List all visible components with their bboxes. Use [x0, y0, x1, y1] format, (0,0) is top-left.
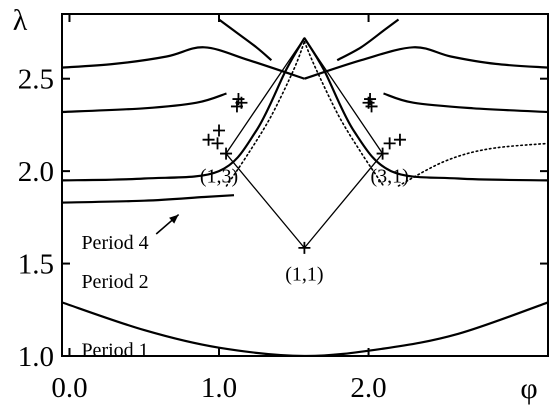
orbit-label-1: (1,3)	[200, 166, 238, 188]
orbit-line-0	[225, 153, 384, 249]
x-tick-label-1: 1.0	[201, 372, 237, 404]
curve-4	[62, 92, 227, 114]
curve-6	[62, 46, 305, 80]
annotation-arrow-head	[169, 214, 179, 224]
plus-marker-2	[376, 147, 389, 160]
y-tick-label-2: 2.0	[18, 156, 54, 188]
orbit-label-2: (3,1)	[370, 166, 408, 188]
orbit-line-1	[225, 36, 384, 154]
bifurcation-markers-layer	[202, 93, 406, 254]
period-label-2: Period 4	[81, 232, 148, 254]
curve-8	[225, 40, 306, 187]
period-label-1: Period 2	[81, 271, 148, 293]
x-tick-label-2: 2.0	[350, 372, 386, 404]
plus-marker-8	[232, 93, 245, 106]
plus-marker-13	[364, 93, 377, 106]
plus-marker-3	[202, 133, 215, 146]
curve-5	[383, 92, 548, 114]
curve-3	[303, 37, 548, 182]
x-tick-label-0: 0.0	[51, 372, 87, 404]
plot-frame	[61, 13, 549, 357]
period-label-0: Period 1	[81, 339, 148, 361]
curve-9	[303, 40, 385, 187]
curve-2	[62, 37, 306, 182]
curve-12	[336, 18, 400, 62]
x-axis-label: φ	[520, 372, 537, 405]
curve-11	[218, 18, 273, 62]
curves-layer	[62, 18, 548, 356]
y-tick-label-0: 1.0	[18, 341, 54, 373]
plus-marker-0	[298, 241, 311, 254]
plus-marker-10	[393, 133, 406, 146]
plus-marker-9	[383, 137, 396, 150]
y-axis-label: λ	[13, 4, 28, 37]
curve-1	[62, 194, 235, 204]
plus-marker-4	[211, 137, 224, 150]
plus-marker-5	[213, 124, 226, 137]
y-tick-label-3: 2.5	[18, 64, 54, 96]
curve-10	[397, 142, 548, 187]
tick-marks	[62, 14, 548, 357]
orbit-label-0: (1,1)	[285, 264, 323, 286]
y-tick-label-1: 1.5	[18, 249, 54, 281]
curve-7	[304, 46, 548, 80]
plus-marker-1	[220, 147, 233, 160]
